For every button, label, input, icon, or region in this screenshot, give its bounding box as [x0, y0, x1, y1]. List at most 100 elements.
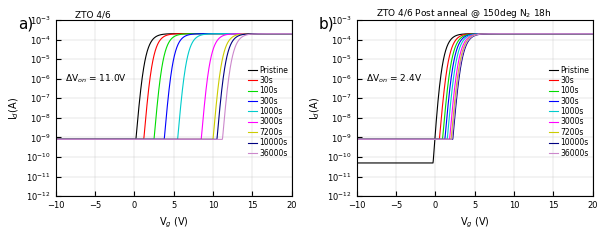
100s — [490, 32, 497, 35]
3000s — [532, 32, 540, 35]
36000s — [67, 138, 74, 141]
Pristine — [67, 138, 74, 141]
7200s — [353, 138, 361, 141]
10000s — [368, 138, 375, 141]
7200s — [195, 138, 203, 141]
Pristine — [589, 32, 597, 35]
30s — [231, 32, 238, 35]
300s — [195, 32, 203, 35]
36000s — [490, 32, 497, 35]
Line: 3000s: 3000s — [56, 34, 292, 139]
36000s — [589, 32, 597, 35]
Line: 3000s: 3000s — [357, 34, 593, 139]
7200s — [288, 32, 295, 35]
1000s — [189, 41, 197, 43]
10000s — [231, 37, 238, 40]
Pristine — [255, 32, 263, 35]
Pristine — [368, 162, 375, 164]
36000s — [231, 47, 238, 50]
10000s — [503, 32, 511, 35]
10000s — [497, 32, 504, 35]
3000s — [203, 88, 210, 91]
300s — [67, 138, 74, 141]
100s — [353, 138, 361, 141]
100s — [255, 32, 263, 35]
100s — [497, 32, 504, 35]
Line: 36000s: 36000s — [357, 34, 593, 139]
10000s — [255, 32, 263, 35]
7200s — [189, 138, 197, 141]
100s — [231, 32, 238, 35]
Text: ΔV$_{on}$ = 2.4V: ΔV$_{on}$ = 2.4V — [366, 73, 422, 85]
1000s — [490, 32, 497, 35]
X-axis label: V$_g$ (V): V$_g$ (V) — [159, 216, 189, 230]
7200s — [497, 32, 504, 35]
3000s — [490, 32, 497, 35]
Line: 30s: 30s — [56, 34, 292, 139]
X-axis label: V$_g$ (V): V$_g$ (V) — [460, 216, 489, 230]
1000s — [532, 32, 540, 35]
10000s — [52, 138, 59, 141]
Line: 100s: 100s — [357, 34, 593, 139]
10000s — [532, 32, 540, 35]
1000s — [255, 32, 263, 35]
7200s — [231, 34, 238, 37]
7200s — [490, 32, 497, 35]
1000s — [353, 138, 361, 141]
10000s — [288, 32, 295, 35]
Line: 300s: 300s — [357, 34, 593, 139]
Pristine — [503, 32, 511, 35]
100s — [368, 138, 375, 141]
3000s — [497, 32, 504, 35]
300s — [231, 32, 238, 35]
30s — [195, 32, 203, 35]
3000s — [503, 32, 511, 35]
1000s — [368, 138, 375, 141]
36000s — [353, 138, 361, 141]
Pristine — [497, 32, 504, 35]
10000s — [67, 138, 74, 141]
1000s — [288, 32, 295, 35]
30s — [490, 32, 497, 35]
Text: ZTO 4/6: ZTO 4/6 — [74, 10, 110, 19]
100s — [67, 138, 74, 141]
Line: 36000s: 36000s — [56, 34, 292, 139]
30s — [189, 32, 197, 35]
Line: 1000s: 1000s — [56, 34, 292, 139]
1000s — [503, 32, 511, 35]
7200s — [503, 32, 511, 35]
Pristine — [231, 32, 238, 35]
300s — [503, 32, 511, 35]
300s — [189, 33, 197, 36]
Text: b): b) — [319, 16, 335, 32]
300s — [497, 32, 504, 35]
1000s — [497, 32, 504, 35]
Line: 100s: 100s — [56, 34, 292, 139]
300s — [532, 32, 540, 35]
7200s — [52, 138, 59, 141]
1000s — [52, 138, 59, 141]
30s — [52, 138, 59, 141]
100s — [189, 32, 197, 35]
Legend: Pristine, 30s, 100s, 300s, 1000s, 3000s, 7200s, 10000s, 36000s: Pristine, 30s, 100s, 300s, 1000s, 3000s,… — [247, 66, 288, 158]
300s — [368, 138, 375, 141]
Pristine — [532, 32, 540, 35]
10000s — [557, 32, 564, 35]
1000s — [203, 33, 210, 36]
10000s — [189, 138, 197, 141]
100s — [288, 32, 295, 35]
36000s — [532, 32, 540, 35]
300s — [557, 32, 564, 35]
Text: ΔV$_{on}$ = 11.0V: ΔV$_{on}$ = 11.0V — [65, 73, 127, 85]
36000s — [189, 138, 197, 141]
36000s — [255, 32, 263, 35]
Y-axis label: I$_d$(A): I$_d$(A) — [308, 97, 322, 120]
Line: 10000s: 10000s — [56, 34, 292, 139]
3000s — [288, 32, 295, 35]
300s — [203, 32, 210, 35]
300s — [490, 32, 497, 35]
10000s — [589, 32, 597, 35]
Pristine — [353, 162, 361, 164]
30s — [532, 32, 540, 35]
10000s — [353, 138, 361, 141]
